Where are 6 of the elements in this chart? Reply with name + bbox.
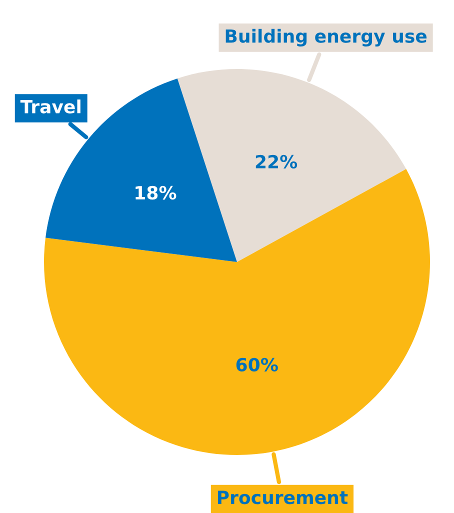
slice-label: Procurement xyxy=(218,490,348,504)
data-label: 60% xyxy=(236,358,278,372)
data-label: 22% xyxy=(256,154,298,169)
slice-label: Travel xyxy=(20,99,80,114)
slice-label: Building energy use xyxy=(226,28,427,46)
data-label: 18% xyxy=(136,186,176,200)
